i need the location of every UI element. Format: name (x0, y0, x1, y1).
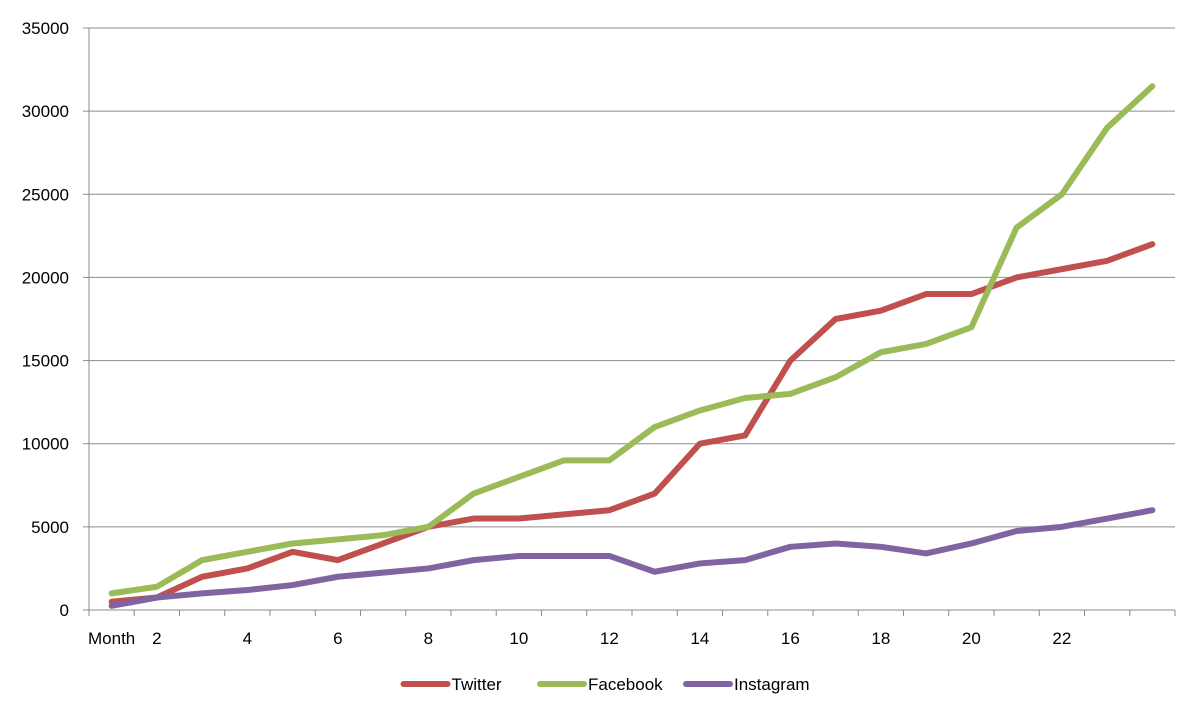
gridlines (89, 27, 1175, 528)
y-tick-label: 15000 (22, 352, 69, 371)
series-line-instagram (108, 507, 1156, 609)
legend-item-instagram: Instagram (683, 675, 810, 694)
y-axis-ticks: 0 5000 10000 15000 20000 25000 30000 35000 (22, 19, 89, 620)
x-tick-label: 6 (333, 629, 342, 648)
y-tick-label: 5000 (31, 518, 69, 537)
y-tick-label: 0 (60, 601, 69, 620)
axes (88, 28, 1175, 611)
y-tick-label: 10000 (22, 435, 69, 454)
x-tick-label: 22 (1052, 629, 1071, 648)
series-line-twitter (108, 241, 1156, 605)
y-tick-label: 25000 (22, 185, 69, 204)
legend-item-twitter: Twitter (400, 675, 502, 694)
x-axis-ticks: Month 2 4 6 8 10 12 14 16 18 20 22 (88, 610, 1176, 648)
x-tick-label: 4 (243, 629, 252, 648)
x-tick-label: 12 (600, 629, 619, 648)
x-tick-label: 14 (690, 629, 709, 648)
y-tick-label: 30000 (22, 102, 69, 121)
x-tick-label: 18 (871, 629, 890, 648)
legend-label: Twitter (452, 675, 502, 694)
legend-item-facebook: Facebook (537, 675, 663, 694)
y-tick-label: 20000 (22, 268, 69, 287)
y-tick-label: 35000 (22, 19, 69, 38)
x-tick-label: 8 (424, 629, 433, 648)
series-lines (108, 83, 1156, 609)
x-tick-label: 20 (962, 629, 981, 648)
legend: Twitter Facebook Instagram (400, 675, 810, 694)
x-tick-label: 16 (781, 629, 800, 648)
x-tick-label: Month (88, 629, 135, 648)
x-tick-label: 2 (152, 629, 161, 648)
x-tick-label: 10 (509, 629, 528, 648)
series-line-facebook (108, 83, 1156, 597)
legend-label: Facebook (588, 675, 663, 694)
legend-label: Instagram (734, 675, 810, 694)
